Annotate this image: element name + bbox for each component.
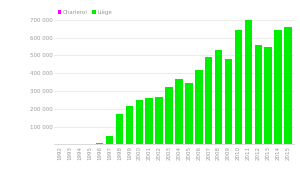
Bar	[274, 31, 282, 144]
Bar	[225, 59, 232, 144]
Bar	[245, 20, 252, 144]
Bar	[175, 79, 183, 144]
Bar	[136, 100, 143, 144]
Bar	[255, 45, 262, 144]
Bar	[106, 136, 113, 144]
Bar	[205, 57, 212, 144]
Bar	[235, 31, 242, 144]
Bar	[126, 106, 133, 144]
Bar	[215, 50, 222, 144]
Bar	[146, 98, 153, 144]
Bar	[155, 97, 163, 144]
Bar	[195, 70, 202, 144]
Bar	[265, 47, 272, 144]
Bar	[116, 114, 123, 144]
Bar	[165, 87, 173, 144]
Legend: Charleroi, Liège: Charleroi, Liège	[57, 8, 113, 16]
Bar	[284, 27, 292, 144]
Bar	[185, 83, 193, 144]
Bar	[96, 143, 103, 144]
